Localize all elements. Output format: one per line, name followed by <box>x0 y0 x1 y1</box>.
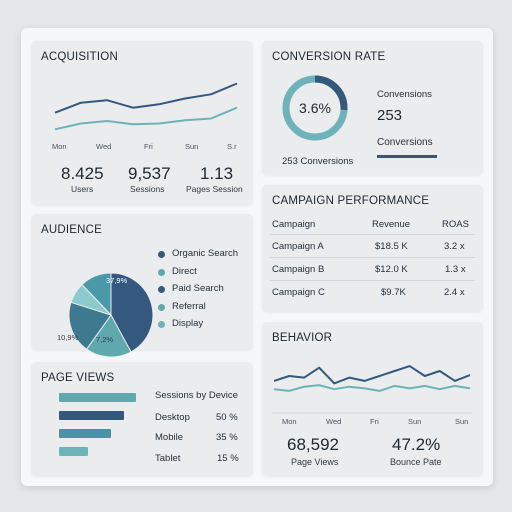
audience-pie-chart <box>68 272 154 358</box>
device-bar <box>59 393 136 402</box>
acquisition-line-chart <box>54 82 238 131</box>
acquisition-title: ACQUISITION <box>41 51 118 63</box>
pie-slice-direct[interactable] <box>85 314 132 358</box>
conversion-donut <box>282 75 348 141</box>
col-header-revenue: Revenue <box>372 219 411 230</box>
beh-x-label: Sun <box>455 417 469 426</box>
legend-display: Display <box>172 318 204 329</box>
beh-x-label: Fri <box>370 417 379 426</box>
acq-x-label: Mon <box>52 142 67 151</box>
device-mobile-pct: 35 % <box>216 432 238 443</box>
legend-dot <box>158 251 165 258</box>
device-bar <box>59 411 124 420</box>
legend-dot <box>158 268 165 276</box>
pie-label-main: 37,9% <box>106 276 128 285</box>
col-header-campaign: Campaign <box>272 219 316 230</box>
table-divider <box>270 257 475 258</box>
page-views-card[interactable]: PAGE VIEWS Sessions by Device Desktop 50… <box>31 362 253 476</box>
conversion-side-label: Conversions <box>377 137 433 148</box>
campaign-name: Campaign B <box>272 264 325 275</box>
campaign-name: Campaign C <box>272 287 325 298</box>
device-desktop-pct: 50 % <box>216 412 238 423</box>
conversion-title: CONVERSION RATE <box>272 51 386 63</box>
legend-referral: Referral <box>172 300 206 312</box>
users-label: Users <box>71 184 94 194</box>
acquisition-card[interactable]: ACQUISITION Mon Wed Fri Sun S.r 8.425 Us… <box>31 41 253 205</box>
beh-series-bottom <box>273 384 471 392</box>
campaign-card[interactable]: CAMPAIGN PERFORMANCE Campaign Revenue RO… <box>262 185 483 312</box>
users-value: 8.425 <box>61 164 104 183</box>
campaign-roas: 1.3 x <box>445 264 466 275</box>
acq-series-top <box>54 82 238 114</box>
campaign-title: CAMPAIGN PERFORMANCE <box>272 195 430 207</box>
device-bar <box>59 429 112 438</box>
pie-slice-display[interactable] <box>81 272 112 317</box>
beh-series-top <box>273 365 471 385</box>
legend-dot <box>158 303 165 311</box>
device-bar <box>59 447 88 456</box>
sessions-by-device-title: Sessions by Device <box>155 390 238 401</box>
acq-x-label: Fri <box>144 142 153 151</box>
sessions-label: Sessions <box>130 184 165 194</box>
legend-paid-search: Paid Search <box>172 283 224 294</box>
conversion-caption: 253 Conversions <box>282 156 354 167</box>
bounce-rate-label: Bounce Pate <box>390 457 442 467</box>
legend-organic-search: Organic Search <box>172 248 239 259</box>
sessions-value: 9,537 <box>128 164 171 183</box>
pie-label-bottom: 7,2% <box>96 335 114 344</box>
donut-value: 3.6% <box>299 100 331 116</box>
acq-series-bottom <box>54 106 238 131</box>
audience-card[interactable]: AUDIENCE 37,9% 10,9% 7,2% Organic Search… <box>31 214 253 358</box>
conversion-card[interactable]: CONVERSION RATE 3.6% 253 Conversions Con… <box>262 41 483 175</box>
campaign-roas: 2.4 x <box>444 287 465 298</box>
pie-slice-organic-search[interactable] <box>110 272 154 353</box>
legend-direct: Direct <box>172 265 197 277</box>
acq-x-label: S.r <box>227 142 237 151</box>
table-divider <box>270 234 475 235</box>
campaign-revenue: $18.5 K <box>375 241 408 252</box>
table-divider <box>270 280 475 281</box>
pages-session-value: 1.13 <box>200 164 234 183</box>
behavior-line-chart <box>272 365 472 414</box>
device-mobile: Mobile <box>155 432 183 443</box>
behavior-title: BEHAVIOR <box>272 332 333 344</box>
conversion-side-value: 253 <box>377 107 403 124</box>
device-tablet: Tablet <box>155 453 181 464</box>
page-views-title: PAGE VIEWS <box>41 372 115 384</box>
device-tablet-pct: 15 % <box>217 453 239 464</box>
beh-x-label: Sun <box>408 417 422 426</box>
pie-label-left: 10,9% <box>57 333 79 342</box>
campaign-name: Campaign A <box>272 241 324 252</box>
conversion-side-label2: Convensions <box>377 89 432 100</box>
campaign-roas: 3.2 x <box>444 241 465 252</box>
pie-slice-paid-search[interactable] <box>68 301 112 350</box>
col-header-roas: ROAS <box>442 219 469 230</box>
legend-dot <box>158 321 165 328</box>
legend-dot <box>158 286 165 293</box>
acq-x-label: Sun <box>185 142 199 151</box>
campaign-revenue: $9.7K <box>381 287 406 298</box>
device-desktop: Desktop <box>155 412 190 423</box>
audience-title: AUDIENCE <box>41 224 103 236</box>
acq-x-label: Wed <box>96 142 112 151</box>
conversion-progress-bar <box>377 155 437 158</box>
beh-x-label: Mon <box>282 417 297 426</box>
beh-x-label: Wed <box>326 417 342 426</box>
bounce-rate-value: 47.2% <box>392 435 441 454</box>
dashboard: ACQUISITION Mon Wed Fri Sun S.r 8.425 Us… <box>21 28 493 486</box>
pages-session-label: Pages Session <box>186 184 243 194</box>
page-views-label: Page Views <box>291 457 339 467</box>
campaign-revenue: $12.0 K <box>375 264 408 275</box>
page-views-value: 68,592 <box>287 435 339 454</box>
behavior-card[interactable]: BEHAVIOR Mon Wed Fri Sun Sun 68,592 Page… <box>262 322 483 476</box>
